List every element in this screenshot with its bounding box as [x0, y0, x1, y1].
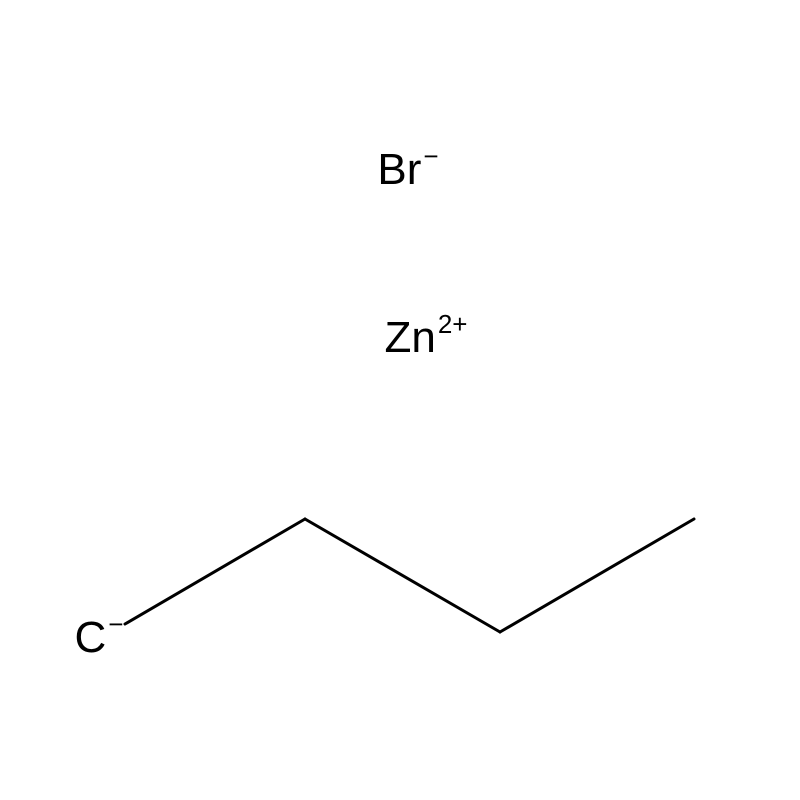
atom-charge: − [423, 141, 438, 171]
atom-zinc: Zn2+ [384, 313, 465, 363]
molecule-diagram: Br−Zn2+C− [0, 0, 800, 800]
atom-symbol: Zn [384, 313, 435, 362]
bond-layer [0, 0, 800, 800]
bond [305, 519, 500, 632]
atom-carbanion: C− [75, 613, 122, 663]
atom-charge: − [108, 609, 123, 639]
atom-bromide: Br− [377, 145, 436, 195]
atom-charge: 2+ [438, 309, 468, 339]
bond [500, 519, 694, 632]
atom-symbol: Br [377, 145, 421, 194]
bond [125, 519, 305, 624]
atom-symbol: C [75, 613, 107, 662]
